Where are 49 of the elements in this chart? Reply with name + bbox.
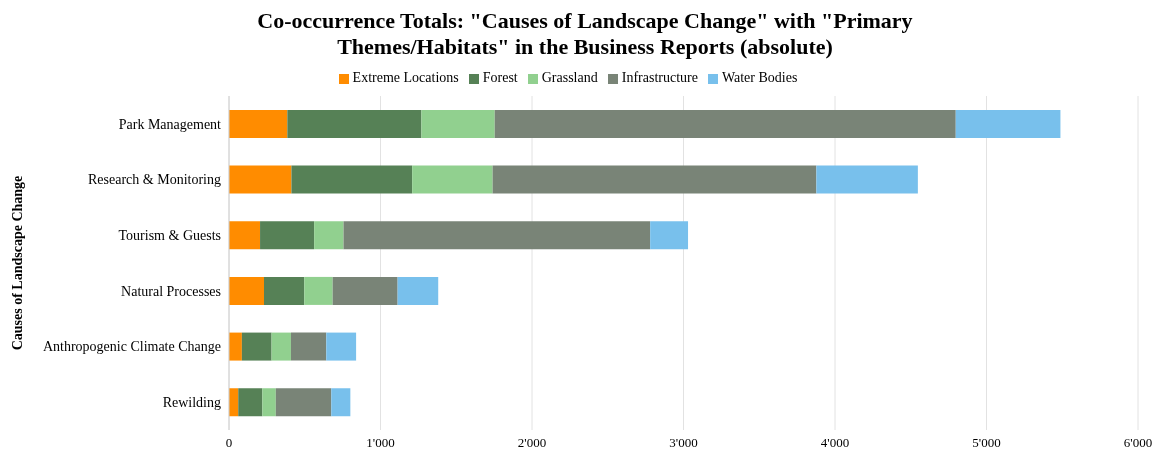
y-tick-label: Natural Processes (121, 283, 221, 299)
legend-label: Grassland (541, 70, 598, 85)
bar (229, 109, 288, 138)
bar (229, 276, 264, 305)
y-tick-label: Tourism & Guests (118, 228, 221, 244)
x-tick-label: 3'000 (669, 435, 698, 451)
bar (238, 388, 263, 417)
x-tick-label: 0 (225, 435, 233, 451)
y-tick-label: Park Management (118, 116, 222, 132)
bar (291, 165, 413, 194)
bar (262, 388, 276, 417)
bar (650, 221, 689, 250)
bar (331, 388, 351, 417)
bar (290, 332, 327, 361)
bar (314, 221, 344, 250)
y-tick-label: Rewilding (162, 395, 221, 411)
bar (412, 165, 493, 194)
chart-title: Co-occurrence Totals: "Causes of Landscape Change" with "Primary Themes/Habitats" in the Business Reports (absolute) (256, 8, 914, 61)
bar (304, 276, 333, 305)
bar (229, 332, 242, 361)
bar (241, 332, 272, 361)
bar (494, 109, 956, 138)
bar (397, 276, 439, 305)
bar (421, 109, 495, 138)
bar (229, 165, 292, 194)
bar (229, 221, 261, 250)
bar (271, 332, 291, 361)
bar (816, 165, 918, 194)
legend-label: Infrastructure (621, 70, 698, 85)
legend-label: Extreme Locations (352, 70, 459, 85)
x-tick-label: 1'000 (366, 435, 395, 451)
y-tick-label: Research & Monitoring (88, 172, 221, 188)
bar (275, 388, 332, 417)
x-tick-label: 4'000 (820, 435, 850, 451)
bar (332, 276, 398, 305)
bar (287, 109, 422, 138)
x-tick-label: 2'000 (517, 435, 547, 451)
bar (326, 332, 357, 361)
bar (955, 109, 1061, 138)
legend-label: Water Bodies (721, 70, 798, 85)
legend-label: Forest (482, 70, 518, 85)
y-tick-label: Anthropogenic Climate Change (42, 339, 221, 355)
bar (492, 165, 817, 194)
bar (343, 221, 651, 250)
bar (260, 221, 315, 250)
x-tick-label: 6'000 (1123, 435, 1153, 451)
x-tick-label: 5'000 (972, 435, 1001, 451)
bar (264, 276, 305, 305)
y-axis-title: Causes of Landscape Change (10, 175, 26, 351)
